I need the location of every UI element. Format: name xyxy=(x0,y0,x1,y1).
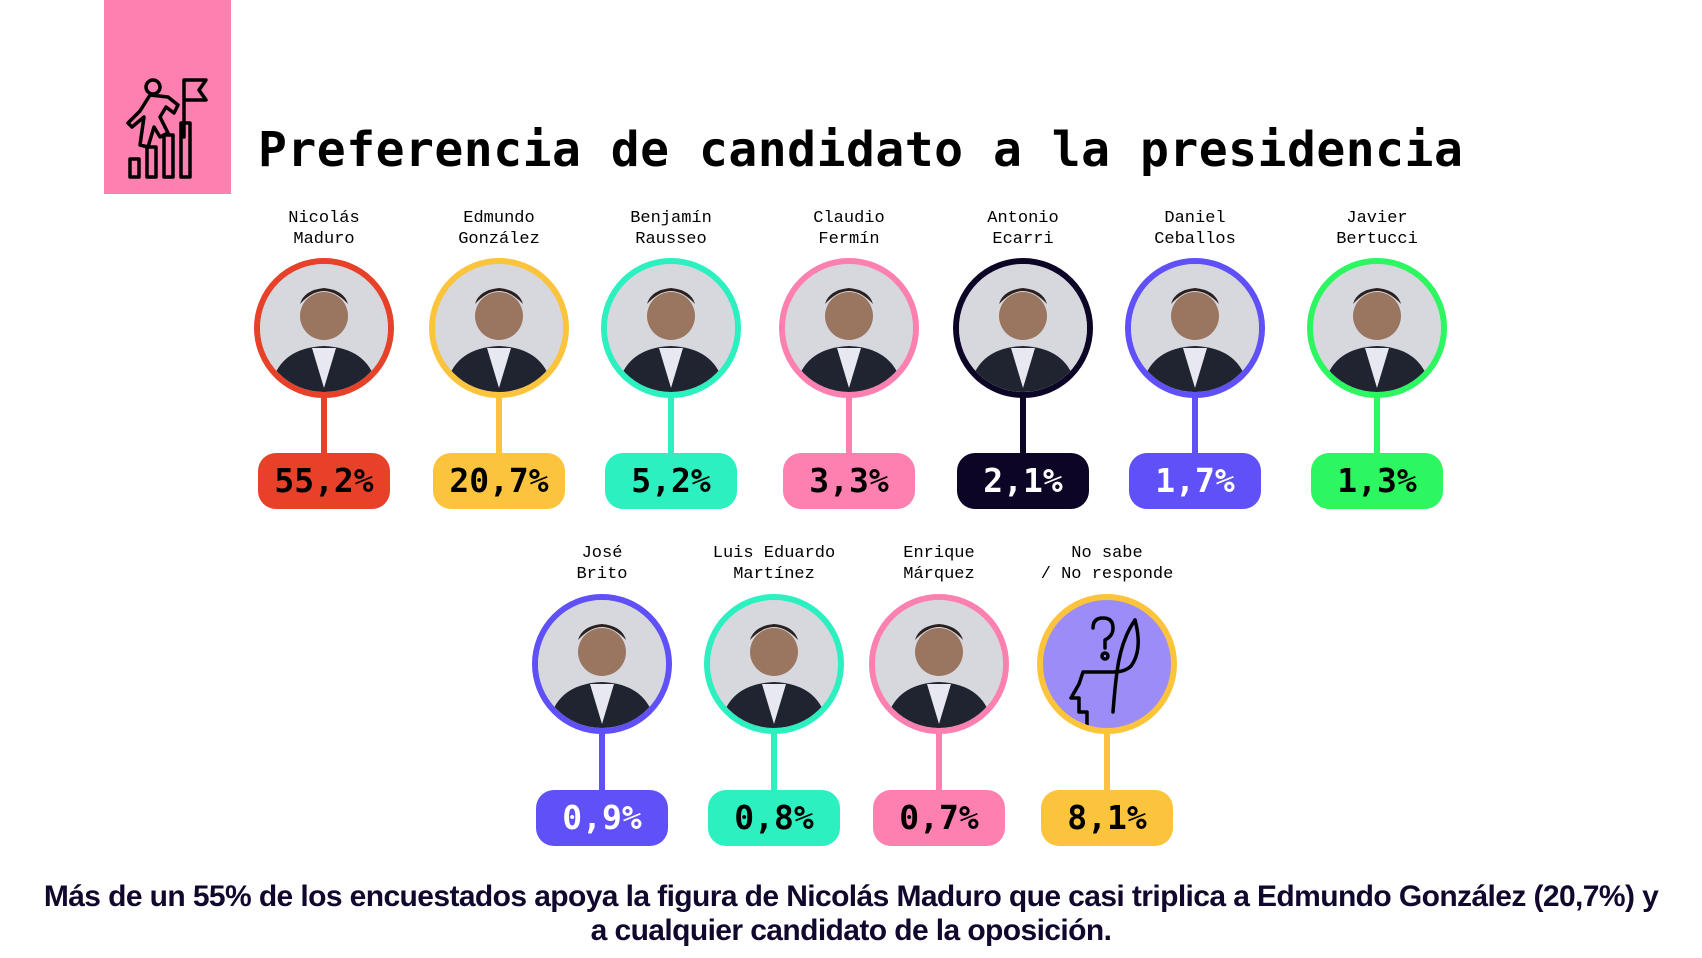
candidate-photo xyxy=(260,264,388,392)
candidate-name: Benjamín Rausseo xyxy=(581,208,761,250)
name-line-1: Enrique xyxy=(903,544,975,563)
percentage-badge: 5,2% xyxy=(605,453,737,509)
summary-caption: Más de un 55% de los encuestados apoya l… xyxy=(0,880,1702,948)
percentage-badge: 0,7% xyxy=(873,790,1005,846)
candidate-portrait xyxy=(704,594,844,734)
name-line-1: No sabe xyxy=(1071,544,1143,563)
candidate-portrait xyxy=(869,594,1009,734)
percentage-badge: 1,7% xyxy=(1129,453,1261,509)
name-line-1: Benjamín xyxy=(630,209,712,228)
name-line-2: Rausseo xyxy=(635,230,707,249)
name-line-2: Ceballos xyxy=(1154,230,1236,249)
candidate-photo xyxy=(959,264,1087,392)
connector-line xyxy=(846,396,852,455)
candidate-name: Daniel Ceballos xyxy=(1105,208,1285,250)
candidate-portrait xyxy=(1037,594,1177,734)
name-line-2: Fermín xyxy=(818,230,880,249)
caption-line-1: Más de un 55% de los encuestados apoya l… xyxy=(43,880,1659,913)
connector-line xyxy=(321,396,327,455)
candidate-portrait xyxy=(953,258,1093,398)
name-line-2: Ecarri xyxy=(992,230,1054,249)
candidate-name: Antonio Ecarri xyxy=(933,208,1113,250)
candidate-name: Javier Bertucci xyxy=(1287,208,1467,250)
candidate-name: Enrique Márquez xyxy=(849,543,1029,585)
connector-line xyxy=(599,732,605,792)
name-line-1: Javier xyxy=(1346,209,1408,228)
name-line-1: Daniel xyxy=(1164,209,1226,228)
candidate-portrait xyxy=(254,258,394,398)
name-line-2: Márquez xyxy=(903,565,975,584)
connector-line xyxy=(771,732,777,792)
climber-flag-bar-chart-icon xyxy=(126,78,208,179)
candidate-name: Nicolás Maduro xyxy=(234,208,414,250)
percentage-badge: 1,3% xyxy=(1311,453,1443,509)
candidate-name: José Brito xyxy=(512,543,692,585)
percentage-badge: 0,8% xyxy=(708,790,840,846)
candidate-photo xyxy=(435,264,563,392)
name-line-1: Antonio xyxy=(987,209,1059,228)
name-line-2: Martínez xyxy=(733,565,815,584)
candidate-name: Edmundo González xyxy=(409,208,589,250)
name-line-1: Nicolás xyxy=(288,209,360,228)
connector-line xyxy=(1192,396,1198,455)
name-line-1: Claudio xyxy=(813,209,885,228)
percentage-badge: 3,3% xyxy=(783,453,915,509)
percentage-badge: 8,1% xyxy=(1041,790,1173,846)
name-line-2: Maduro xyxy=(293,230,355,249)
candidate-name: No sabe / No responde xyxy=(1017,543,1197,585)
candidate-portrait xyxy=(429,258,569,398)
header-icon-box xyxy=(104,0,231,194)
name-line-1: José xyxy=(581,544,623,563)
connector-line xyxy=(1374,396,1380,455)
connector-line xyxy=(936,732,942,792)
candidate-portrait xyxy=(601,258,741,398)
name-line-2: Bertucci xyxy=(1336,230,1418,249)
connector-line xyxy=(496,396,502,455)
percentage-badge: 55,2% xyxy=(258,453,390,509)
candidate-name: Claudio Fermín xyxy=(759,208,939,250)
percentage-badge: 2,1% xyxy=(957,453,1089,509)
candidate-portrait xyxy=(532,594,672,734)
caption-line-2: a cualquier candidato de la oposición. xyxy=(590,914,1112,947)
question-head-icon xyxy=(1069,616,1140,728)
connector-line xyxy=(668,396,674,455)
candidate-photo xyxy=(785,264,913,392)
name-line-2: / No responde xyxy=(1040,565,1174,584)
name-line-1: Edmundo xyxy=(463,209,535,228)
candidate-photo xyxy=(1313,264,1441,392)
candidate-photo xyxy=(710,600,838,728)
candidate-portrait xyxy=(1125,258,1265,398)
candidate-portrait xyxy=(779,258,919,398)
candidate-name: Luis Eduardo Martínez xyxy=(684,543,864,585)
connector-line xyxy=(1020,396,1026,455)
percentage-badge: 0,9% xyxy=(536,790,668,846)
page-title: Preferencia de candidato a la presidenci… xyxy=(258,122,1464,178)
name-line-2: Brito xyxy=(576,565,628,584)
candidate-photo xyxy=(875,600,1003,728)
connector-line xyxy=(1104,732,1110,792)
candidate-photo xyxy=(538,600,666,728)
candidate-photo xyxy=(1131,264,1259,392)
candidate-photo xyxy=(607,264,735,392)
candidate-portrait xyxy=(1307,258,1447,398)
name-line-2: González xyxy=(458,230,540,249)
percentage-badge: 20,7% xyxy=(433,453,565,509)
name-line-1: Luis Eduardo xyxy=(712,544,836,563)
